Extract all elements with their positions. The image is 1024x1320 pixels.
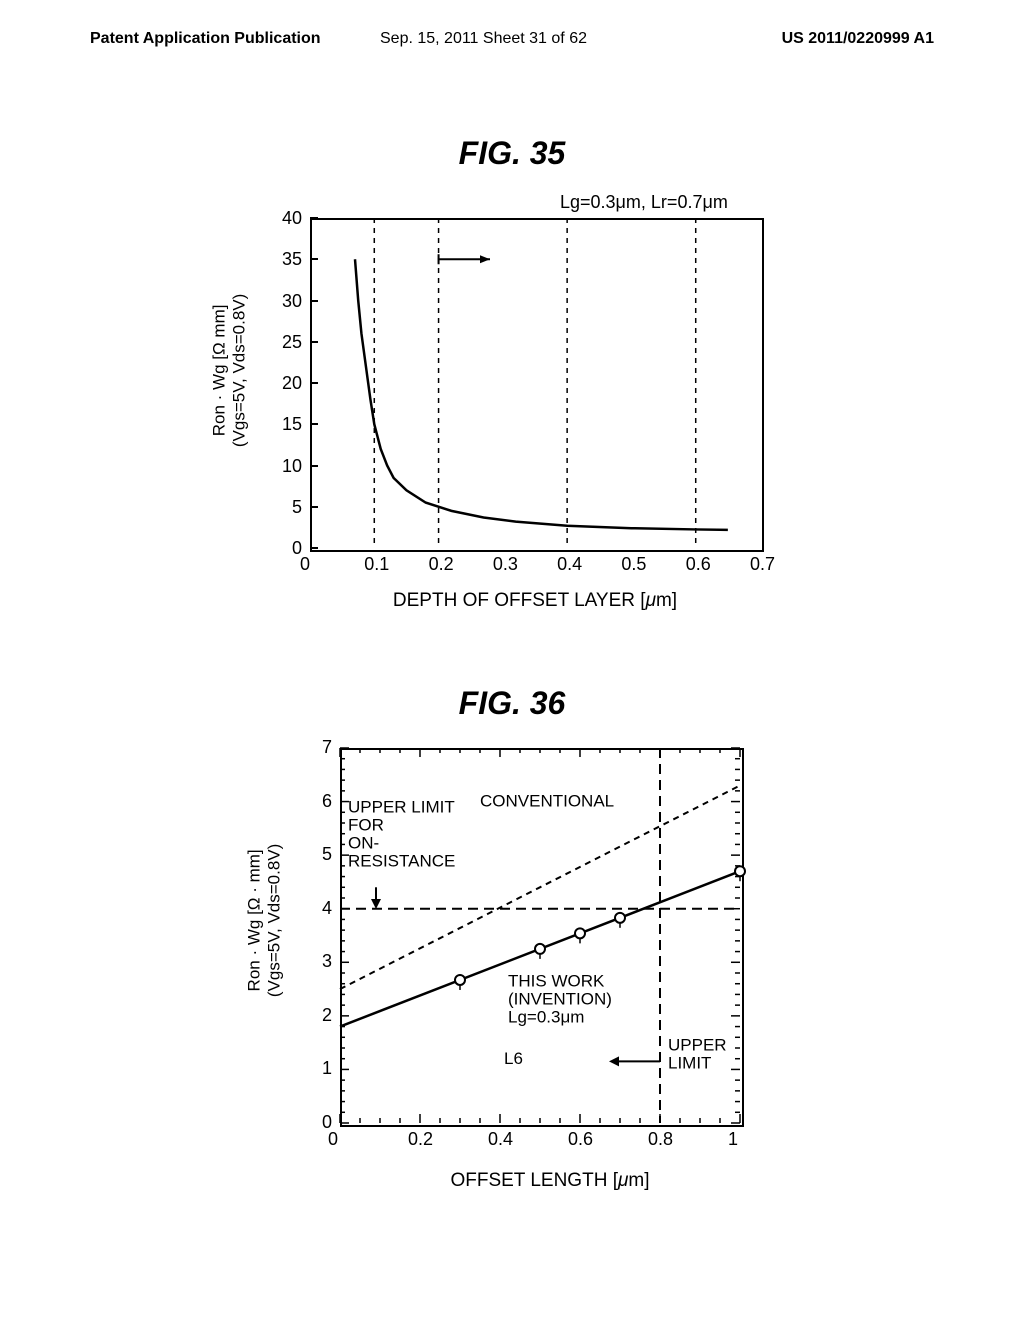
fig35-title: FIG. 35	[0, 135, 1024, 172]
svg-text:FOR: FOR	[348, 815, 384, 834]
fig36-ylabel: Ron · Wg [Ω · mm](Vgs=5V, Vds=0.8V)	[245, 820, 286, 1020]
fig36-xtick-label: 0.8	[648, 1129, 673, 1150]
fig36-ytick-label: 4	[322, 898, 332, 919]
fig36-xtick-label: 0.4	[488, 1129, 513, 1150]
svg-text:UPPER: UPPER	[668, 1036, 727, 1055]
fig35-xtick-label: 0.1	[364, 554, 389, 575]
fig35-ytick-label: 30	[282, 291, 302, 312]
fig35-xlabel: DEPTH OF OFFSET LAYER [μm]	[350, 590, 720, 612]
svg-text:CONVENTIONAL: CONVENTIONAL	[480, 792, 614, 811]
fig35-xtick-label: 0.3	[493, 554, 518, 575]
fig36-xtick-label: 0.6	[568, 1129, 593, 1150]
header-left: Patent Application Publication	[90, 30, 321, 48]
fig35-ytick-label: 20	[282, 373, 302, 394]
fig35-xtick-label: 0.5	[621, 554, 646, 575]
fig35-xtick-label: 0.2	[429, 554, 454, 575]
fig35-svg	[310, 218, 760, 548]
svg-text:ON-: ON-	[348, 833, 379, 852]
fig36-ytick-label: 1	[322, 1058, 332, 1079]
svg-text:(INVENTION): (INVENTION)	[508, 989, 612, 1008]
svg-text:THIS WORK: THIS WORK	[508, 971, 605, 990]
fig35-xtick-label: 0.6	[686, 554, 711, 575]
fig35-ytick-label: 0	[292, 538, 302, 559]
header-center: Sep. 15, 2011 Sheet 31 of 62	[380, 30, 587, 48]
fig35-ytick-label: 25	[282, 332, 302, 353]
fig36-ytick-label: 7	[322, 737, 332, 758]
fig35-xtick-label: 0.7	[750, 554, 775, 575]
svg-text:RESISTANCE: RESISTANCE	[348, 851, 455, 870]
svg-text:UPPER LIMIT: UPPER LIMIT	[348, 797, 455, 816]
fig36-ytick-label: 5	[322, 844, 332, 865]
header-right: US 2011/0220999 A1	[782, 30, 934, 48]
svg-text:L6: L6	[504, 1049, 523, 1068]
fig35-xtick-label: 0.4	[557, 554, 582, 575]
svg-text:LIMIT: LIMIT	[668, 1054, 711, 1073]
fig36-ytick-label: 2	[322, 1005, 332, 1026]
fig35-ytick-label: 15	[282, 414, 302, 435]
fig36-xlabel: OFFSET LENGTH [μm]	[400, 1170, 700, 1192]
fig36-title: FIG. 36	[0, 685, 1024, 722]
fig35-ytick-label: 5	[292, 497, 302, 518]
svg-text:Lg=0.3μm: Lg=0.3μm	[508, 1007, 584, 1026]
fig36-ytick-label: 6	[322, 791, 332, 812]
fig35-ytick-label: 40	[282, 208, 302, 229]
fig36-ytick-label: 3	[322, 951, 332, 972]
fig35-ylabel: Ron · Wg [Ω mm](Vgs=5V, Vds=0.8V)	[210, 270, 251, 470]
fig36-xtick-label: 1	[728, 1129, 738, 1150]
fig35-subtitle: Lg=0.3μm, Lr=0.7μm	[560, 192, 728, 213]
fig35-ytick-label: 35	[282, 249, 302, 270]
fig36-xtick-label: 0.2	[408, 1129, 433, 1150]
fig36-svg: CONVENTIONALUPPER LIMITFORON-RESISTANCET…	[340, 748, 740, 1123]
fig35-ytick-label: 10	[282, 456, 302, 477]
fig36-ytick-label: 0	[322, 1112, 332, 1133]
